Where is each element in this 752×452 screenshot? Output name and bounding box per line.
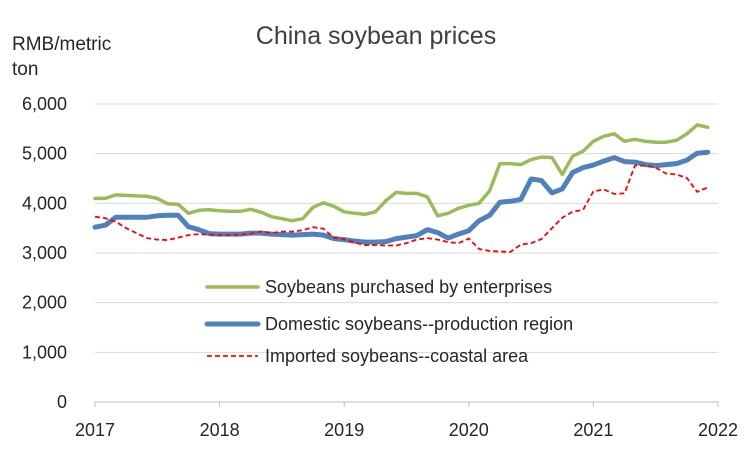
y-tick-label: 5,000 [22, 144, 67, 164]
x-tick-label: 2020 [449, 420, 489, 440]
x-tick-label: 2017 [75, 420, 115, 440]
x-tick-label: 2022 [698, 420, 738, 440]
y-tick-label: 1,000 [22, 342, 67, 362]
x-tick-label: 2018 [200, 420, 240, 440]
x-axis-tick-labels: 2017 2018 2019 2020 2021 2022 [75, 420, 738, 440]
y-tick-label: 3,000 [22, 243, 67, 263]
series-line-1 [92, 149, 711, 245]
legend-label: Domestic soybeans--production region [265, 314, 573, 334]
y-tick-label: 4,000 [22, 193, 67, 213]
x-tick-label: 2019 [324, 420, 364, 440]
gridlines [94, 103, 719, 407]
y-tick-label: 0 [57, 392, 67, 412]
series-line-2 [94, 164, 709, 253]
x-tick-label: 2021 [573, 420, 613, 440]
legend: Soybeans purchased by enterprises Domesti… [204, 277, 573, 366]
series-layer [92, 123, 711, 253]
legend-label: Soybeans purchased by enterprises [265, 277, 552, 297]
y-tick-label: 6,000 [22, 94, 67, 114]
y-axis-unit-line1: RMB/metric [12, 34, 111, 55]
legend-label: Imported soybeans--coastal area [265, 346, 529, 366]
y-axis-unit-line2: ton [12, 59, 38, 80]
y-axis-tick-labels: 0 1,000 2,000 3,000 4,000 5,000 6,000 [22, 94, 67, 412]
series-line-0 [93, 123, 710, 223]
y-tick-label: 2,000 [22, 293, 67, 313]
chart-title: China soybean prices [256, 22, 496, 50]
